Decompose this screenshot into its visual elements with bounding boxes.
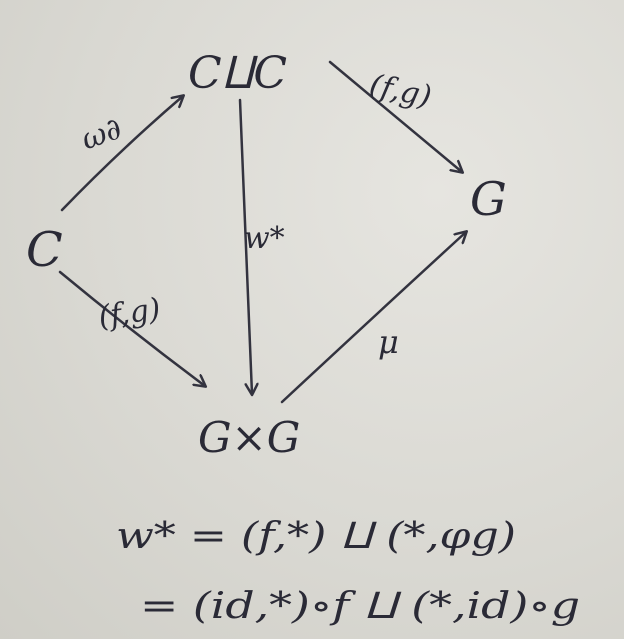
node-source: C — [26, 222, 63, 278]
label-codiag: ω∂ — [77, 111, 127, 158]
arrow-coproduct-to-target — [328, 60, 462, 172]
node-product: G×G — [198, 413, 300, 462]
label-top-pair: (f,g) — [366, 68, 434, 115]
label-w-star: w* — [244, 221, 285, 256]
arrow-source-to-coproduct — [60, 96, 183, 212]
node-coproduct: C⨿C — [188, 48, 287, 99]
node-target: G — [470, 172, 507, 226]
arrow-product-to-target — [280, 232, 466, 404]
equation-line-1: w* = (f,*) ⨿ (*,φg) — [116, 516, 516, 557]
label-mult: μ — [378, 323, 399, 361]
label-left-pair: (f,g) — [96, 292, 162, 335]
equation-line-2: = (id,*)∘f ⨿ (*,id)∘g — [140, 586, 580, 627]
arrow-source-to-product — [58, 270, 205, 386]
arrow-coproduct-to-product — [238, 98, 252, 394]
